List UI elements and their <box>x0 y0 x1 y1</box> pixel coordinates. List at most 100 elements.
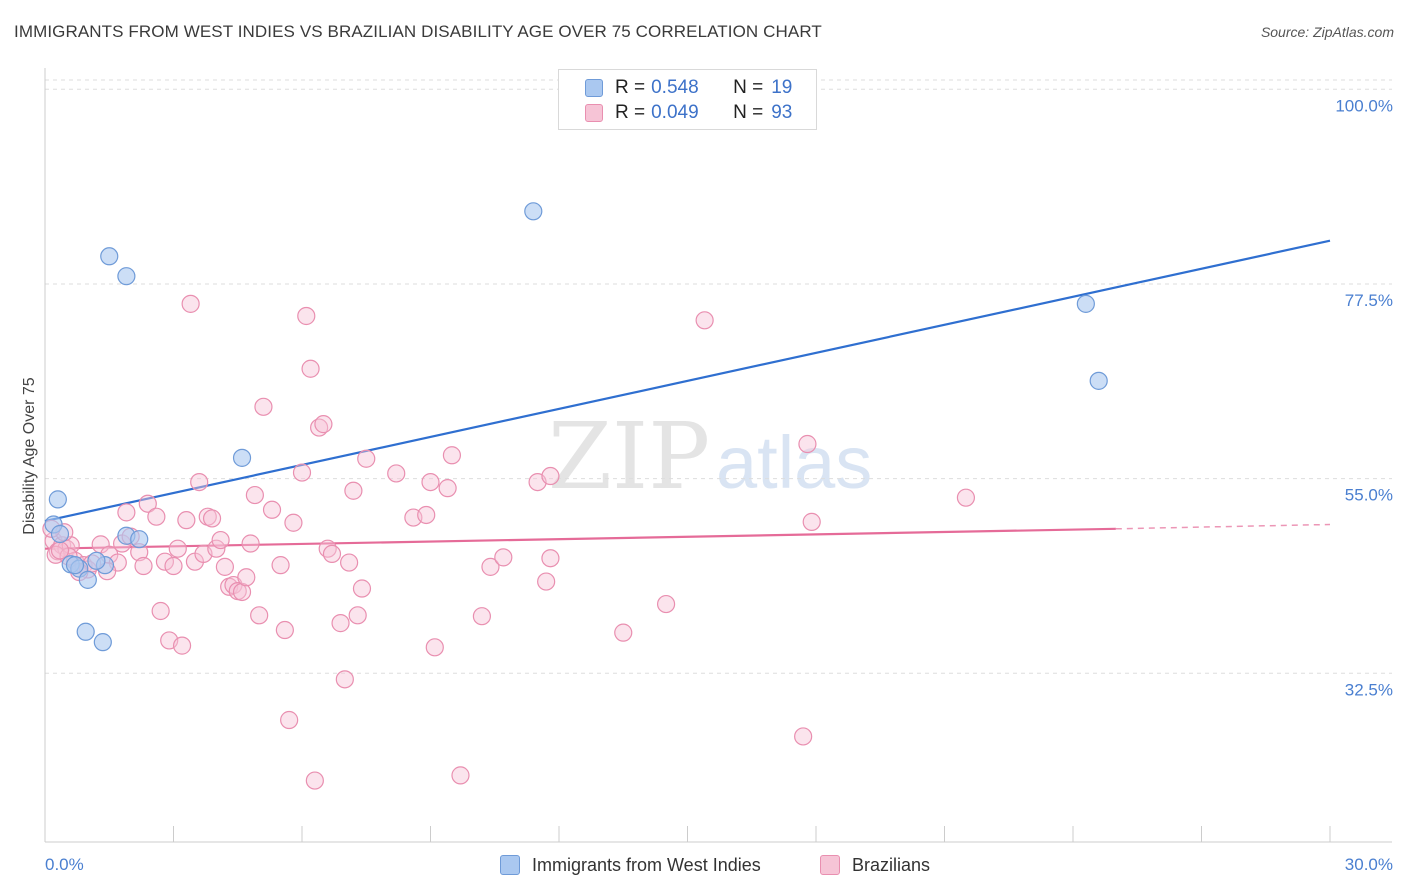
data-point-brazilians <box>695 311 714 330</box>
data-point-west-indies <box>117 267 136 286</box>
watermark-atlas: atlas <box>716 421 872 504</box>
data-point-west-indies <box>232 448 252 467</box>
data-point-brazilians <box>387 464 406 483</box>
data-point-brazilians <box>335 670 354 689</box>
data-point-brazilians <box>181 294 200 313</box>
legend-n-value: 93 <box>771 102 793 123</box>
data-point-brazilians <box>138 494 157 513</box>
data-point-west-indies <box>100 247 119 266</box>
data-point-brazilians <box>417 505 436 525</box>
legend-n-label: N = <box>733 102 764 123</box>
x-tick-label: 0.0% <box>45 855 84 874</box>
data-point-brazilians <box>211 530 230 550</box>
legend-r-value: 0.548 <box>651 77 699 98</box>
data-point-west-indies <box>48 490 67 509</box>
data-point-west-indies <box>524 202 543 221</box>
data-point-brazilians <box>956 488 976 507</box>
trend-line-brazilians <box>44 527 1116 550</box>
data-point-brazilians <box>472 607 491 626</box>
legend-r-value: 0.049 <box>651 102 699 123</box>
data-point-brazilians <box>421 472 440 492</box>
data-point-brazilians <box>177 511 196 530</box>
data-point-brazilians <box>451 766 470 785</box>
legend-r-label: R = <box>615 77 646 98</box>
data-point-west-indies <box>87 551 106 570</box>
data-point-brazilians <box>348 606 367 625</box>
data-point-brazilians <box>275 620 294 640</box>
data-point-brazilians <box>172 636 192 655</box>
data-point-brazilians <box>481 557 500 576</box>
data-point-brazilians <box>250 606 269 625</box>
legend-swatch-blue <box>500 855 520 875</box>
data-point-west-indies <box>130 530 149 549</box>
data-point-brazilians <box>271 556 290 575</box>
data-point-brazilians <box>438 479 457 498</box>
trend-line-brazilians-extension <box>1115 523 1331 530</box>
data-point-west-indies <box>1089 371 1108 390</box>
data-point-brazilians <box>241 534 260 553</box>
data-point-brazilians <box>232 582 252 602</box>
data-point-brazilians <box>357 449 376 468</box>
data-point-brazilians <box>202 509 222 528</box>
y-axis-title: Disability Age Over 75 <box>21 377 38 535</box>
data-point-brazilians <box>292 463 312 482</box>
legend-n-label: N = <box>733 77 764 98</box>
data-point-west-indies <box>78 570 97 589</box>
legend-series: Immigrants from West Indies Brazilians <box>0 852 1406 878</box>
legend-stats: R = 0.548 N = 19 R = 0.049 N = 93 <box>558 69 817 130</box>
y-tick-label: 100.0% <box>1335 96 1393 115</box>
legend-row-brazilians: R = 0.049 N = 93 <box>585 100 792 126</box>
data-point-brazilians <box>314 415 333 434</box>
legend-label-brazilians: Brazilians <box>852 854 931 875</box>
data-point-brazilians <box>425 638 444 657</box>
data-point-brazilians <box>537 572 556 591</box>
data-point-brazilians <box>147 507 166 526</box>
legend-item-west-indies: Immigrants from West Indies <box>500 852 761 878</box>
data-point-brazilians <box>190 472 209 492</box>
trend-line-west-indies <box>44 239 1331 523</box>
legend-r-label: R = <box>615 102 646 123</box>
data-point-brazilians <box>541 466 560 486</box>
y-tick-label: 55.0% <box>1345 486 1393 505</box>
y-tick-label: 32.5% <box>1345 680 1393 699</box>
data-point-brazilians <box>117 503 136 522</box>
data-point-brazilians <box>50 541 70 560</box>
data-point-brazilians <box>352 579 372 598</box>
data-point-brazilians <box>168 539 187 558</box>
data-point-brazilians <box>262 500 282 519</box>
data-point-brazilians <box>442 446 462 465</box>
data-point-brazilians <box>301 359 320 378</box>
data-point-west-indies <box>93 633 112 652</box>
data-point-brazilians <box>305 771 324 790</box>
data-point-brazilians <box>280 710 299 730</box>
data-point-brazilians <box>297 306 316 326</box>
legend-row-west-indies: R = 0.548 N = 19 <box>585 75 792 101</box>
legend-swatch-blue <box>585 79 603 97</box>
data-point-brazilians <box>215 557 234 576</box>
legend-n-value: 19 <box>771 77 793 98</box>
data-point-brazilians <box>494 548 513 567</box>
data-point-brazilians <box>802 512 821 531</box>
data-point-brazilians <box>614 623 633 642</box>
legend-label-west-indies: Immigrants from West Indies <box>532 854 761 875</box>
legend-swatch-pink <box>820 855 840 875</box>
data-point-brazilians <box>794 727 813 746</box>
data-point-brazilians <box>254 397 273 416</box>
legend-swatch-pink <box>585 104 603 122</box>
data-point-west-indies <box>50 524 70 544</box>
watermark: ZIP atlas <box>548 403 872 510</box>
data-point-west-indies <box>76 622 95 641</box>
data-point-brazilians <box>155 552 175 571</box>
data-point-brazilians <box>798 434 817 454</box>
data-point-brazilians <box>164 556 183 576</box>
data-point-brazilians <box>207 539 226 558</box>
legend-item-brazilians: Brazilians <box>820 852 930 878</box>
data-point-west-indies <box>65 556 85 575</box>
x-tick-label: 30.0% <box>1345 855 1393 874</box>
data-point-brazilians <box>340 553 359 572</box>
data-point-brazilians <box>284 513 303 532</box>
data-point-brazilians <box>331 614 350 633</box>
data-point-brazilians <box>656 594 676 614</box>
data-point-brazilians <box>245 485 264 505</box>
